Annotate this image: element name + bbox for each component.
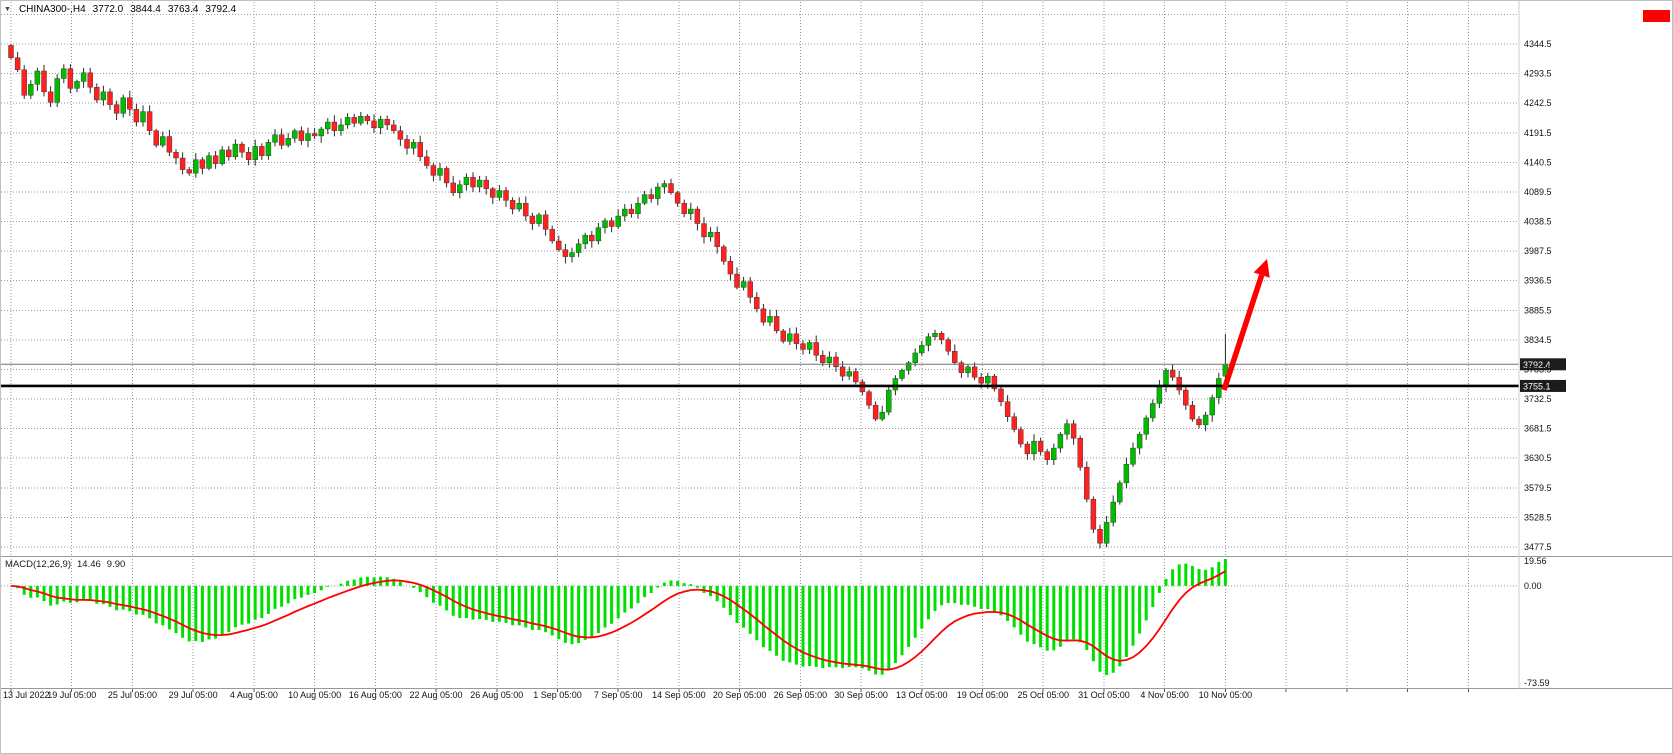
price-axis-label[interactable]: 3783.5 <box>1524 364 1552 374</box>
macd-signal-line <box>10 570 1226 671</box>
macd-plot-area[interactable] <box>1 557 1519 689</box>
price-tag-label: 3792.4 <box>1523 360 1551 370</box>
macd-panel <box>1 559 1519 676</box>
price-axis-label[interactable]: 3681.5 <box>1524 424 1552 434</box>
trend-arrow-annotation[interactable] <box>1221 259 1270 391</box>
price-axis-label[interactable]: 4344.5 <box>1524 39 1552 49</box>
time-axis-label[interactable]: 30 Sep 05:00 <box>834 690 888 700</box>
time-axis-label[interactable]: 26 Aug 05:00 <box>470 690 523 700</box>
grid-layer <box>1 2 1519 687</box>
time-axis-label[interactable]: 13 Jul 2022 <box>3 690 50 700</box>
macd-title: MACD(12,26,9) <box>5 559 71 570</box>
price-axis-label[interactable]: 3528.5 <box>1524 512 1552 522</box>
price-axis-label[interactable]: 3936.5 <box>1524 276 1552 286</box>
time-axis-area[interactable] <box>1 689 1673 705</box>
price-axis-label[interactable]: 3630.5 <box>1524 453 1552 463</box>
time-axis-label[interactable]: 16 Aug 05:00 <box>349 690 402 700</box>
time-axis-label[interactable]: 10 Aug 05:00 <box>288 690 341 700</box>
price-axis-label[interactable]: 3885.5 <box>1524 305 1552 315</box>
caption-close: 3792.4 <box>205 4 237 15</box>
caption-symbol-period: CHINA300-,H4 <box>18 4 86 15</box>
price-axis-label[interactable]: 4140.5 <box>1524 157 1552 167</box>
chart-plot-area[interactable] <box>1 1 1519 555</box>
price-axis-label[interactable]: 3732.5 <box>1524 394 1552 404</box>
time-axis-label[interactable]: 19 Jul 05:00 <box>47 690 96 700</box>
time-axis-label[interactable]: 29 Jul 05:00 <box>169 690 218 700</box>
price-tag-label: 3755.1 <box>1523 381 1551 391</box>
macd-indicator-caption: MACD(12,26,9) 14.46 9.90 <box>5 559 125 570</box>
price-axis-label[interactable]: 3579.5 <box>1524 483 1552 493</box>
macd-axis-label: -73.59 <box>1524 678 1550 688</box>
macd-axis-label: 19.56 <box>1524 556 1547 566</box>
price-axis-label[interactable]: 4191.5 <box>1524 128 1552 138</box>
caption-open: 3772.0 <box>92 4 124 15</box>
time-axis-label[interactable]: 25 Jul 05:00 <box>108 690 157 700</box>
top-right-red-badge <box>1643 10 1670 22</box>
time-axis-label[interactable]: 7 Sep 05:00 <box>594 690 643 700</box>
time-axis-label[interactable]: 31 Oct 05:00 <box>1078 690 1130 700</box>
price-axis-label[interactable]: 3987.5 <box>1524 246 1552 256</box>
macd-signal-value: 9.90 <box>106 559 126 570</box>
time-axis-label[interactable]: 26 Sep 05:00 <box>774 690 828 700</box>
time-axis-label[interactable]: 13 Oct 05:00 <box>896 690 948 700</box>
price-axis-label[interactable]: 4242.5 <box>1524 98 1552 108</box>
caption-low: 3763.4 <box>167 4 199 15</box>
price-tag-box <box>1520 379 1566 392</box>
time-axis-label[interactable]: 22 Aug 05:00 <box>410 690 463 700</box>
price-tag-box <box>1520 358 1566 371</box>
time-axis-label[interactable]: 25 Oct 05:00 <box>1017 690 1069 700</box>
time-axis-label[interactable]: 10 Nov 05:00 <box>1199 690 1253 700</box>
chart-caption: ▼ CHINA300-,H4 3772.0 3844.4 3763.4 3792… <box>4 4 236 15</box>
price-axis-label[interactable]: 4038.5 <box>1524 217 1552 227</box>
candles-layer <box>8 44 1229 549</box>
price-axis-label[interactable]: 4089.5 <box>1524 187 1552 197</box>
caption-high: 3844.4 <box>130 4 161 15</box>
trend-arrow-shaft <box>1221 274 1265 391</box>
price-axis-label[interactable]: 3477.5 <box>1524 542 1552 552</box>
symbol-dropdown-icon[interactable]: ▼ <box>4 6 11 13</box>
price-axis-area[interactable] <box>1519 1 1673 689</box>
horizontal-price-lines[interactable]: 3792.4 3755.1 <box>1 358 1566 392</box>
time-axis-label[interactable]: 1 Sep 05:00 <box>533 690 582 700</box>
macd-axis-label: 0.00 <box>1524 581 1542 591</box>
macd-main-value: 14.46 <box>77 559 101 570</box>
time-axis-label[interactable]: 4 Aug 05:00 <box>230 690 278 700</box>
time-axis-label[interactable]: 14 Sep 05:00 <box>652 690 706 700</box>
price-axis-label[interactable]: 3834.5 <box>1524 335 1552 345</box>
time-axis-label[interactable]: 19 Oct 05:00 <box>957 690 1009 700</box>
price-axis-label[interactable]: 4293.5 <box>1524 69 1552 79</box>
trend-arrow-head <box>1253 259 1270 278</box>
time-axis-label[interactable]: 4 Nov 05:00 <box>1140 690 1189 700</box>
time-axis-label[interactable]: 20 Sep 05:00 <box>713 690 767 700</box>
